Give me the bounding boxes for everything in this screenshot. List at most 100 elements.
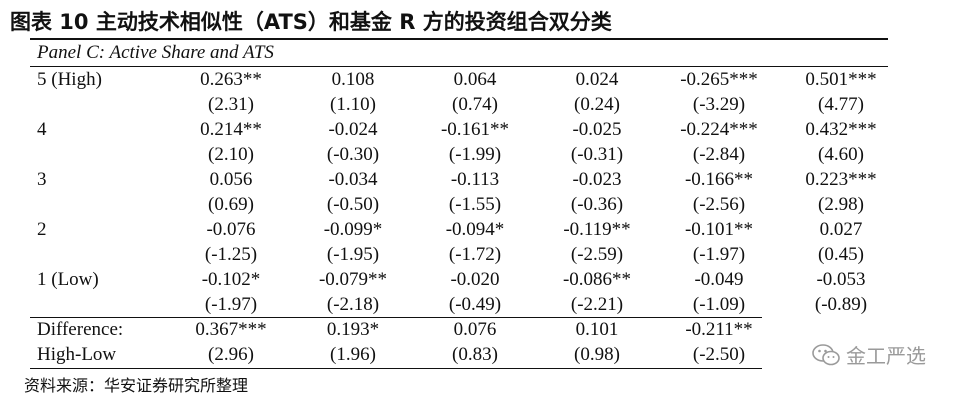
table-row: High-Low (2.96) (1.96) (0.83) (0.98) (-2.50) [30,342,902,367]
coefficient-cell: -0.049 [694,269,744,290]
row-label-empty [30,292,170,317]
tstat-cell: (-1.97) [204,294,258,315]
table-row: Difference: 0.367*** 0.193* 0.076 0.101 -0.21… [30,317,902,342]
row-label: 3 [37,169,47,190]
table-row: 3 0.056 -0.034 -0.113 -0.023 -0.166** 0.223*** [30,167,902,192]
tstat-cell: (0.45) [818,244,864,265]
difference-cell: 0.193* [326,319,380,340]
tstat-cell: (1.10) [330,94,376,115]
difference-cell: -0.211** [685,319,753,340]
difference-tstat-cell: (2.96) [208,344,254,365]
row-label: 5 (High) [37,69,102,90]
row-label: 4 [37,119,47,140]
watermark: 金工严选 [812,340,926,369]
difference-label: Difference: [37,319,124,340]
tstat-cell: (0.24) [574,94,620,115]
row-label: 2 [37,219,47,240]
results-table: 5 (High) 0.263** 0.108 0.064 0.024 -0.265*** 0… [30,67,902,367]
coefficient-cell: -0.020 [450,269,500,290]
coefficient-cell: 0.214** [200,119,262,140]
table-row: (0.69) (-0.50) (-1.55) (-0.36) (-2.56) (2.98) [30,192,902,217]
tstat-cell: (-2.59) [570,244,624,265]
coefficient-cell: -0.086** [562,269,632,290]
coefficient-cell: -0.101** [684,219,754,240]
tstat-cell: (4.77) [818,94,864,115]
empty-cell [780,317,902,342]
coefficient-cell: 0.263** [200,69,262,90]
difference-label-2: High-Low [37,344,117,365]
tstat-cell: (-1.55) [448,194,502,215]
coefficient-cell: -0.113 [450,169,500,190]
tstat-cell: (2.31) [208,94,254,115]
tstat-cell: (-1.97) [692,244,746,265]
difference-tstat-cell: (0.83) [452,344,498,365]
tstat-cell: (-2.18) [326,294,380,315]
tstat-cell: (-1.09) [692,294,746,315]
tstat-cell: (-2.21) [570,294,624,315]
source-note: 资料来源：华安证券研究所整理 [24,376,249,395]
tstat-cell: (-0.31) [570,144,624,165]
row-label-empty [30,142,170,167]
difference-cell: 0.367*** [195,319,267,340]
table-row: (-1.25) (-1.95) (-1.72) (-2.59) (-1.97) (0.45… [30,242,902,267]
tstat-cell: (-1.99) [448,144,502,165]
tstat-cell: (4.60) [818,144,864,165]
coefficient-cell: 0.024 [575,69,619,90]
difference-cell: 0.101 [575,319,619,340]
difference-cell: 0.076 [453,319,497,340]
top-rule [30,38,888,40]
table-row: (2.10) (-0.30) (-1.99) (-0.31) (-2.84) (4.60) [30,142,902,167]
panel-rule [30,66,888,67]
tstat-cell: (-1.72) [448,244,502,265]
tstat-cell: (-1.95) [326,244,380,265]
coefficient-cell: 0.027 [819,219,863,240]
coefficient-cell: -0.161** [440,119,510,140]
coefficient-cell: -0.034 [328,169,378,190]
tstat-cell: (-0.49) [448,294,502,315]
table-row: (-1.97) (-2.18) (-0.49) (-2.21) (-1.09) (-0.8… [30,292,902,317]
difference-tstat-cell: (-2.50) [692,344,746,365]
difference-tstat-cell: (1.96) [330,344,376,365]
coefficient-cell: -0.265*** [680,69,758,90]
tstat-cell: (-0.89) [814,294,868,315]
tstat-cell: (-3.29) [692,94,746,115]
table-row: 2 -0.076 -0.099* -0.094* -0.119** -0.101** 0.0… [30,217,902,242]
tstat-cell: (-0.50) [326,194,380,215]
tstat-cell: (2.98) [818,194,864,215]
row-label-empty [30,92,170,117]
tstat-cell: (-2.84) [692,144,746,165]
coefficient-cell: -0.079** [318,269,388,290]
coefficient-cell: -0.053 [816,269,866,290]
coefficient-cell: 0.108 [331,69,375,90]
coefficient-cell: -0.094* [445,219,505,240]
row-label-empty [30,242,170,267]
figure-title: 图表 10 主动技术相似性（ATS）和基金 R 方的投资组合双分类 [10,10,612,34]
tstat-cell: (-0.30) [326,144,380,165]
tstat-cell: (0.74) [452,94,498,115]
watermark-text: 金工严选 [846,344,926,368]
table-row: (2.31) (1.10) (0.74) (0.24) (-3.29) (4.77) [30,92,902,117]
coefficient-cell: 0.056 [209,169,253,190]
table-row: 1 (Low) -0.102* -0.079** -0.020 -0.086** -0.0… [30,267,902,292]
coefficient-cell: -0.119** [563,219,631,240]
tstat-cell: (2.10) [208,144,254,165]
coefficient-cell: -0.224*** [680,119,758,140]
panel-label: Panel C: Active Share and ATS [37,42,274,63]
coefficient-cell: 0.064 [453,69,497,90]
row-label: 1 (Low) [37,269,99,290]
coefficient-cell: -0.102* [201,269,261,290]
difference-rule [30,317,762,318]
table-row: 5 (High) 0.263** 0.108 0.064 0.024 -0.265*** 0… [30,67,902,92]
row-label-empty [30,192,170,217]
tstat-cell: (-1.25) [204,244,258,265]
coefficient-cell: 0.432*** [805,119,877,140]
coefficient-cell: 0.501*** [805,69,877,90]
coefficient-cell: 0.223*** [805,169,877,190]
coefficient-cell: -0.024 [328,119,378,140]
coefficient-cell: -0.099* [323,219,383,240]
bottom-rule [30,368,762,369]
tstat-cell: (-0.36) [570,194,624,215]
coefficient-cell: -0.023 [572,169,622,190]
tstat-cell: (0.69) [208,194,254,215]
difference-tstat-cell: (0.98) [574,344,620,365]
